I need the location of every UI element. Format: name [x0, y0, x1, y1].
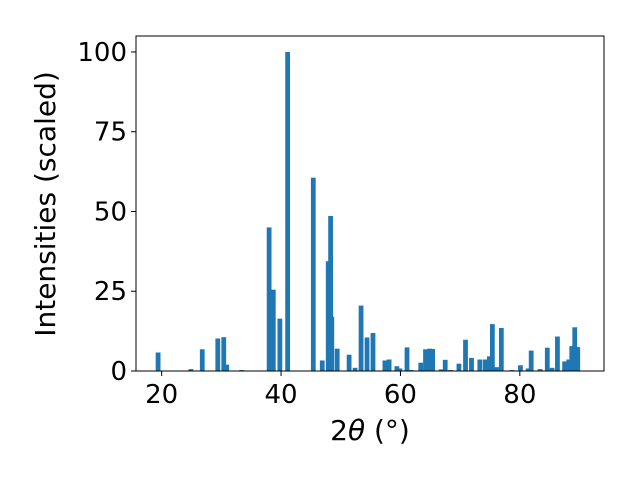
bar [364, 337, 370, 371]
bar [319, 360, 325, 371]
bar [544, 347, 550, 371]
bar [494, 367, 499, 371]
x-tick-label: 40 [265, 380, 298, 410]
bar [285, 51, 291, 371]
bar [562, 361, 567, 371]
bar [397, 368, 403, 371]
bar [346, 354, 352, 371]
bar [482, 359, 488, 371]
bar [423, 349, 428, 371]
bar [442, 359, 448, 371]
bar [566, 359, 572, 371]
bar [525, 368, 531, 371]
bar [477, 359, 483, 371]
bar [489, 324, 495, 371]
bar [528, 350, 534, 371]
bar [498, 327, 504, 371]
y-tick-label: 100 [77, 38, 127, 68]
bar [310, 177, 316, 371]
bar [463, 339, 468, 371]
bar [456, 363, 462, 371]
bar [155, 352, 161, 371]
bar [569, 346, 575, 371]
bar [266, 227, 272, 371]
bar [199, 349, 205, 371]
bar [430, 348, 436, 371]
y-tick-label: 75 [94, 118, 127, 148]
bar-series [155, 51, 581, 371]
bar [469, 357, 474, 371]
bar [386, 359, 392, 371]
bar [328, 215, 333, 371]
bar [418, 362, 424, 371]
bar [394, 366, 400, 371]
bar [188, 369, 194, 371]
bar [549, 367, 555, 371]
bar [572, 327, 578, 371]
bar [329, 316, 335, 371]
bar [221, 337, 227, 371]
x-tick-label: 60 [384, 380, 417, 410]
y-tick-label: 0 [110, 357, 127, 387]
x-tick-label: 80 [503, 380, 536, 410]
bar [270, 289, 276, 371]
bar [370, 333, 376, 371]
axes-frame [135, 35, 605, 372]
y-axis-label: Intensities (scaled) [29, 71, 62, 337]
bar [537, 369, 543, 371]
bar [224, 364, 230, 371]
bar [334, 348, 340, 371]
bar [382, 360, 388, 371]
x-tick-label: 20 [145, 380, 178, 410]
bar [575, 347, 581, 371]
bar [487, 356, 492, 371]
x-axis-label: 2θ (°) [330, 414, 410, 447]
bar [518, 365, 523, 371]
x-axis-ticks: 20 40 60 80 [145, 371, 536, 410]
bar [438, 369, 444, 371]
bar [352, 367, 358, 371]
bar [404, 347, 410, 371]
y-tick-label: 25 [94, 277, 127, 307]
bar [215, 338, 221, 371]
bar [358, 305, 364, 371]
bar [277, 318, 283, 371]
bar [427, 348, 433, 371]
bar [555, 336, 560, 371]
y-tick-label: 50 [94, 197, 127, 227]
y-axis-ticks: 0 25 50 75 100 [77, 38, 136, 387]
